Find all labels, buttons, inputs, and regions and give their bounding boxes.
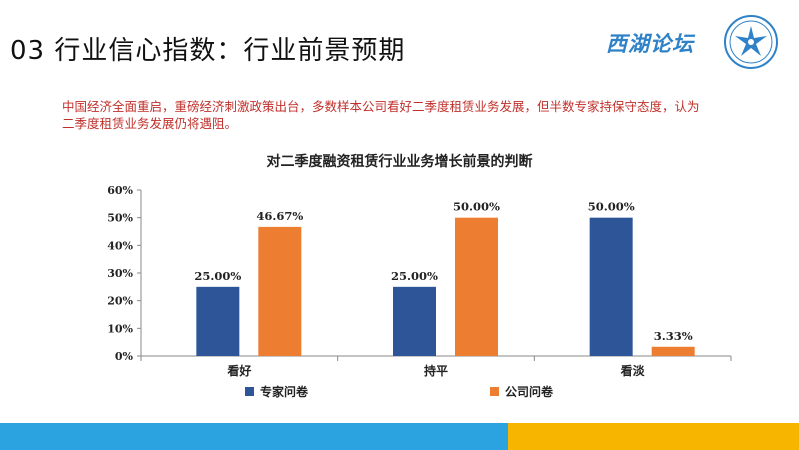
bar-chart: 0% 10% 20% 30% 40% 50% 60% 25.00% 46.67% 看好 25.00%… <box>107 184 732 378</box>
data-label: 25.00% <box>194 269 241 283</box>
data-label: 46.67% <box>256 209 303 223</box>
y-tick-label: 60% <box>107 184 133 197</box>
legend-swatch-experts <box>245 387 254 396</box>
bar <box>258 226 302 356</box>
legend-label-companies: 公司问卷 <box>505 385 554 399</box>
data-label: 50.00% <box>453 200 500 214</box>
data-label: 3.33% <box>654 329 693 343</box>
footer-bar-blue <box>0 423 508 450</box>
legend-swatch-companies <box>490 387 499 396</box>
legend-label-experts: 专家问卷 <box>260 385 309 399</box>
y-tick-label: 0% <box>115 350 134 363</box>
data-label: 25.00% <box>391 269 438 283</box>
chart-legend: 专家问卷 公司问卷 <box>245 383 625 403</box>
intro-paragraph: 中国经济全面重启，重磅经济刺激政策出台，多数样本公司看好二季度租赁业务发展，但半… <box>62 99 700 131</box>
brand-emblem-icon <box>724 15 778 69</box>
bar <box>196 286 240 356</box>
y-tick-label: 30% <box>107 267 133 280</box>
y-tick-label: 20% <box>107 295 133 308</box>
bar <box>393 286 436 356</box>
page-title: 03 行业信心指数：行业前景预期 <box>10 36 406 66</box>
x-tick-label: 看淡 <box>621 363 646 378</box>
legend-item-companies: 公司问卷 <box>490 383 553 400</box>
chart-title: 对二季度融资租赁行业业务增长前景的判断 <box>266 154 533 170</box>
brand-logo-text: 西湖论坛 <box>606 31 694 56</box>
x-tick-label: 持平 <box>424 363 448 378</box>
footer-bar-yellow <box>508 423 799 450</box>
bar <box>651 346 695 356</box>
legend-item-experts: 专家问卷 <box>245 383 308 400</box>
y-tick-label: 40% <box>107 239 133 252</box>
data-label: 50.00% <box>588 200 635 214</box>
bar <box>589 217 633 356</box>
y-tick-label: 10% <box>107 322 133 335</box>
x-tick-label: 看好 <box>227 363 251 378</box>
bar <box>455 217 498 356</box>
y-tick-label: 50% <box>107 212 133 225</box>
